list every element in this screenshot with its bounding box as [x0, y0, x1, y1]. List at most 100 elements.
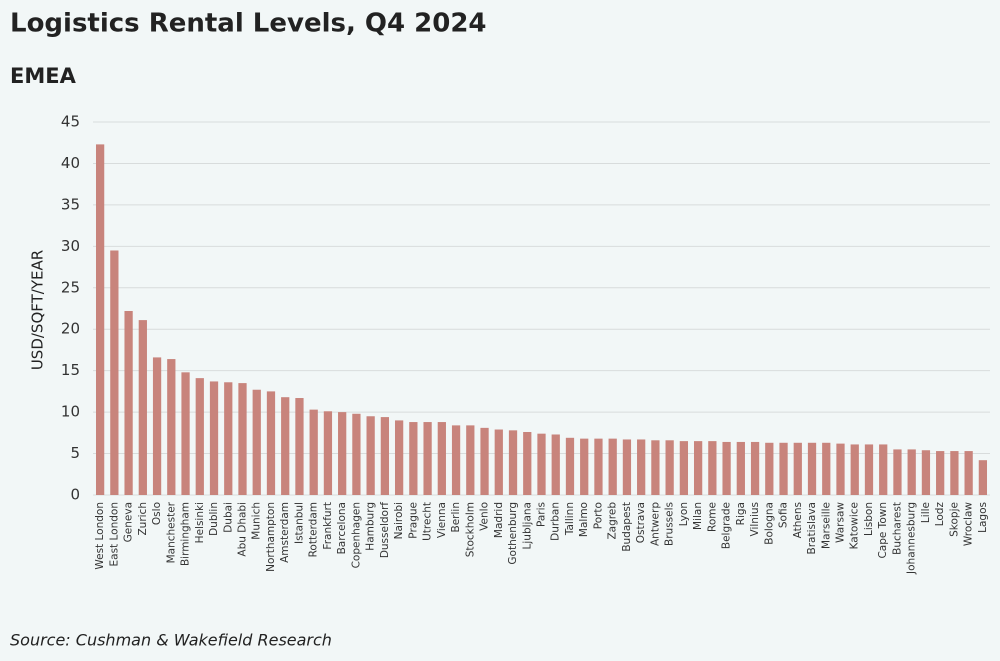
x-tick-label: Durban — [550, 502, 562, 541]
x-tick-label: Manchester — [165, 501, 177, 563]
x-tick-label: Vilnius — [749, 502, 761, 536]
bar — [224, 382, 233, 495]
bar — [622, 439, 632, 495]
y-tick-label: 35 — [61, 195, 80, 213]
x-tick-label: Venlo — [479, 502, 491, 531]
x-tick-label: Utrecht — [422, 502, 434, 541]
bar — [380, 417, 390, 495]
bar — [779, 442, 788, 495]
x-tick-label: Malmo — [578, 502, 590, 537]
bar — [565, 437, 575, 495]
x-tick-label: Barcelona — [336, 502, 348, 554]
bar — [551, 434, 560, 495]
bar — [921, 450, 931, 495]
bar — [807, 442, 817, 495]
bar — [181, 372, 190, 495]
x-tick-label: Lille — [920, 502, 932, 523]
x-tick-label: Lyon — [678, 502, 690, 526]
x-tick-label: Riga — [735, 502, 747, 525]
y-axis-label: USD/SQFT/YEAR — [29, 250, 47, 370]
x-tick-label: Zagreb — [607, 502, 619, 540]
bar — [394, 420, 404, 495]
bar — [266, 391, 276, 495]
y-tick-label: 45 — [61, 113, 80, 131]
chart-title: Logistics Rental Levels, Q4 2024 — [10, 9, 487, 39]
bar — [523, 432, 532, 495]
x-tick-label: Dusseldorf — [379, 502, 391, 558]
bar — [736, 441, 745, 495]
bar — [708, 441, 717, 495]
bar — [850, 444, 859, 495]
x-tick-label: Bratislava — [806, 502, 818, 554]
bar — [167, 359, 176, 495]
x-tick-label: Warsaw — [835, 502, 847, 543]
bar — [110, 250, 119, 495]
bar — [437, 422, 446, 495]
x-tick-label: Prague — [407, 502, 419, 539]
x-tick-label: Nairobi — [393, 502, 405, 539]
x-tick-label: Stockholm — [464, 502, 476, 557]
bar — [281, 397, 290, 495]
x-tick-label: Gothenburg — [507, 502, 519, 565]
x-tick-label: Belgrade — [721, 502, 733, 549]
x-tick-label: Athens — [792, 502, 804, 538]
bar — [138, 320, 147, 495]
bar — [637, 439, 646, 495]
bar — [466, 425, 475, 495]
y-tick-label: 5 — [70, 444, 80, 462]
bar — [323, 411, 333, 495]
x-tick-label: Zurich — [137, 502, 149, 536]
x-tick-label: Rotterdam — [308, 502, 320, 557]
x-tick-label: Istanbul — [293, 502, 305, 544]
bar — [679, 441, 689, 495]
x-tick-label: East London — [108, 502, 120, 566]
x-tick-label: Marseille — [820, 502, 832, 549]
x-tick-label: Ostrava — [635, 502, 647, 543]
chart-subtitle: EMEA — [10, 64, 77, 88]
x-tick-label: Amsterdam — [279, 502, 291, 563]
bar — [295, 398, 304, 495]
bar — [594, 438, 603, 495]
x-tick-label: Dubai — [222, 502, 234, 533]
bar — [950, 451, 959, 495]
x-tick-label: Abu Dhabi — [237, 502, 249, 557]
x-tick-label: Birmingham — [180, 502, 192, 566]
x-tick-label: Lodz — [934, 502, 946, 527]
bar — [480, 427, 489, 495]
x-tick-label: Antwerp — [649, 502, 661, 546]
x-tick-label: Copenhagen — [350, 502, 362, 568]
x-tick-label: Lagos — [977, 502, 989, 533]
bar — [238, 383, 247, 495]
x-tick-label: Cape Town — [877, 502, 889, 559]
x-tick-label: Budapest — [621, 502, 633, 552]
bar — [722, 441, 731, 495]
x-tick-label: Munich — [251, 502, 263, 540]
x-tick-label: Northampton — [265, 502, 277, 572]
bar — [423, 422, 432, 495]
x-tick-label: Brussels — [664, 502, 676, 546]
x-tick-label: Porto — [592, 502, 604, 529]
y-tick-label: 30 — [61, 237, 80, 255]
x-tick-label: Frankfurt — [322, 502, 334, 550]
x-tick-label: Lisbon — [863, 502, 875, 536]
bar — [765, 442, 774, 495]
x-tick-label: Tallinn — [564, 502, 576, 536]
bar — [366, 416, 375, 495]
bar — [338, 412, 347, 495]
bar — [508, 430, 518, 495]
x-tick-label: Katowice — [849, 502, 861, 549]
source-note: Source: Cushman & Wakefield Research — [10, 631, 332, 650]
bar — [651, 440, 660, 495]
bar — [907, 449, 916, 495]
bar — [964, 451, 973, 495]
x-tick-label: Geneva — [123, 502, 135, 542]
y-tick-label: 40 — [61, 154, 80, 172]
bar — [822, 442, 831, 495]
x-tick-label: Oslo — [151, 502, 163, 525]
y-tick-label: 10 — [61, 403, 80, 421]
x-tick-label: Dublin — [208, 502, 220, 536]
y-tick-label: 15 — [61, 361, 80, 379]
x-tick-label: Berlin — [450, 502, 462, 532]
bar — [608, 438, 617, 495]
